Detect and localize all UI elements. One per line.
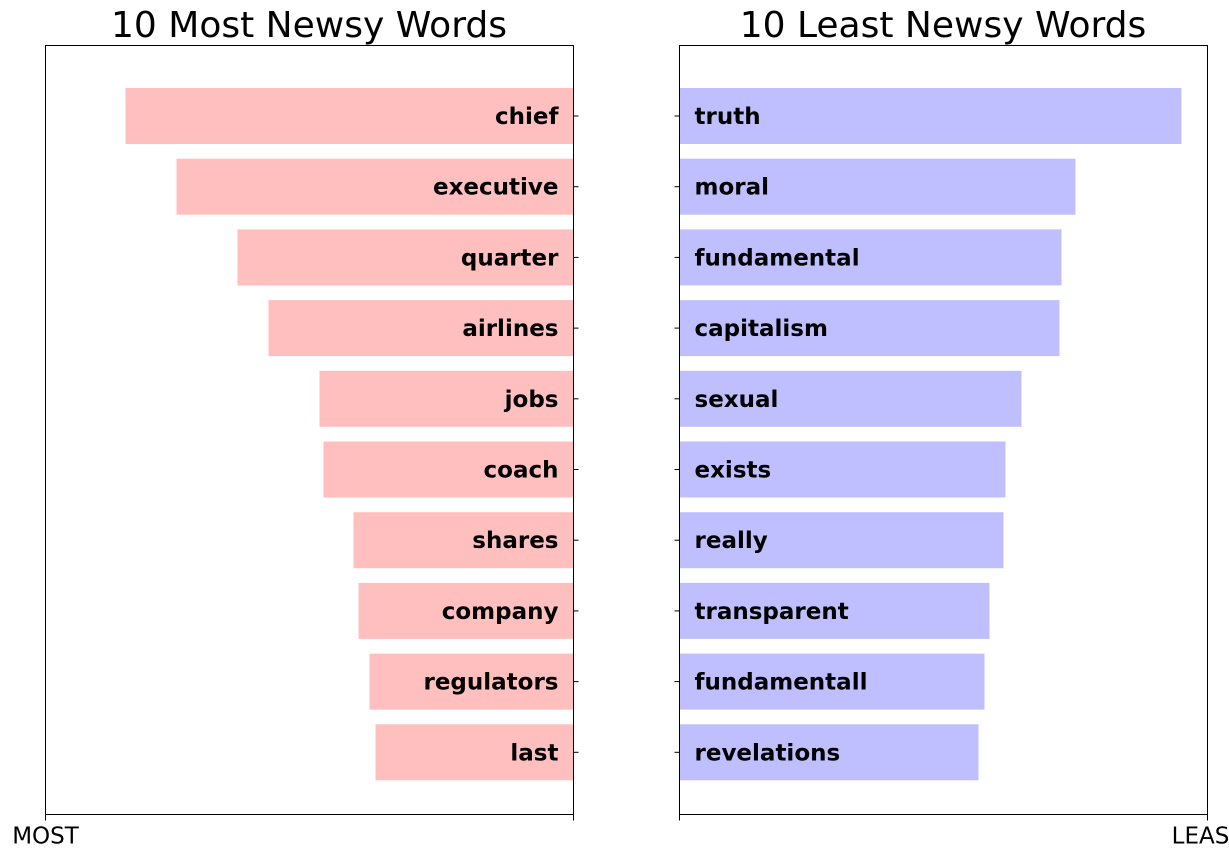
most-bar-label-regulators: regulators bbox=[423, 670, 558, 696]
most-bar-label-coach: coach bbox=[484, 458, 559, 484]
most-newsy-bars: chief executive quarter airlines jobs coach sh… bbox=[125, 88, 574, 781]
least-bar-revelations bbox=[679, 724, 979, 781]
most-bar-label-shares: shares bbox=[472, 528, 558, 554]
most-newsy-frame bbox=[45, 45, 574, 815]
least-bar-really bbox=[679, 512, 1004, 569]
most-bar-executive bbox=[176, 158, 574, 215]
most-bar-regulators bbox=[369, 653, 574, 710]
least-bar-capitalism bbox=[679, 300, 1060, 357]
most-bar-label-airlines: airlines bbox=[462, 316, 558, 342]
least-newsy-bars: truth moral fundamental capitalism sexual exi… bbox=[679, 88, 1182, 781]
most-bar-chief bbox=[125, 88, 574, 144]
least-bar-label-fundamentall: fundamentall bbox=[695, 670, 868, 696]
least-bar-moral bbox=[679, 158, 1076, 215]
least-newsy-ticks: LEAST bbox=[674, 115, 1229, 850]
most-bar-airlines bbox=[268, 300, 574, 357]
most-bar-shares bbox=[353, 512, 574, 569]
most-bar-label-quarter: quarter bbox=[461, 245, 559, 271]
most-newsy-ticks: MOST bbox=[12, 115, 579, 850]
most-bar-label-last: last bbox=[510, 740, 558, 766]
least-newsy-title: 10 Least Newsy Words bbox=[740, 5, 1147, 46]
most-bar-coach bbox=[323, 441, 574, 498]
most-bar-label-executive: executive bbox=[433, 175, 559, 201]
least-bar-transparent bbox=[679, 582, 990, 639]
most-bar-jobs bbox=[319, 370, 574, 427]
least-bar-exists bbox=[679, 441, 1006, 498]
most-bar-label-jobs: jobs bbox=[504, 387, 559, 413]
least-newsy-panel: 10 Least Newsy Words truth moral fundament… bbox=[674, 5, 1229, 850]
most-bar-quarter bbox=[237, 229, 574, 286]
least-bar-label-fundamental: fundamental bbox=[695, 245, 860, 271]
least-bar-label-truth: truth bbox=[695, 104, 761, 130]
least-bar-fundamental bbox=[679, 229, 1062, 286]
least-bar-label-exists: exists bbox=[695, 458, 772, 484]
least-bar-label-revelations: revelations bbox=[695, 740, 841, 766]
least-bar-fundamentall bbox=[679, 653, 985, 710]
most-newsy-panel: 10 Most Newsy Words chief executive quarte… bbox=[12, 5, 579, 850]
most-x-tick-label: MOST bbox=[12, 824, 80, 850]
least-bar-label-sexual: sexual bbox=[695, 387, 779, 413]
most-newsy-title: 10 Most Newsy Words bbox=[111, 5, 507, 46]
least-bar-label-capitalism: capitalism bbox=[695, 316, 828, 342]
least-bar-sexual bbox=[679, 370, 1022, 427]
least-newsy-frame bbox=[679, 45, 1208, 815]
least-bar-label-moral: moral bbox=[695, 175, 770, 201]
least-bar-label-transparent: transparent bbox=[695, 599, 849, 625]
least-x-tick-label: LEAST bbox=[1172, 824, 1229, 850]
most-bar-last bbox=[375, 724, 574, 781]
least-bar-truth bbox=[679, 88, 1182, 144]
least-bar-label-really: really bbox=[695, 528, 768, 554]
most-bar-company bbox=[358, 582, 574, 639]
most-bar-label-chief: chief bbox=[495, 104, 559, 130]
most-bar-label-company: company bbox=[442, 599, 559, 625]
